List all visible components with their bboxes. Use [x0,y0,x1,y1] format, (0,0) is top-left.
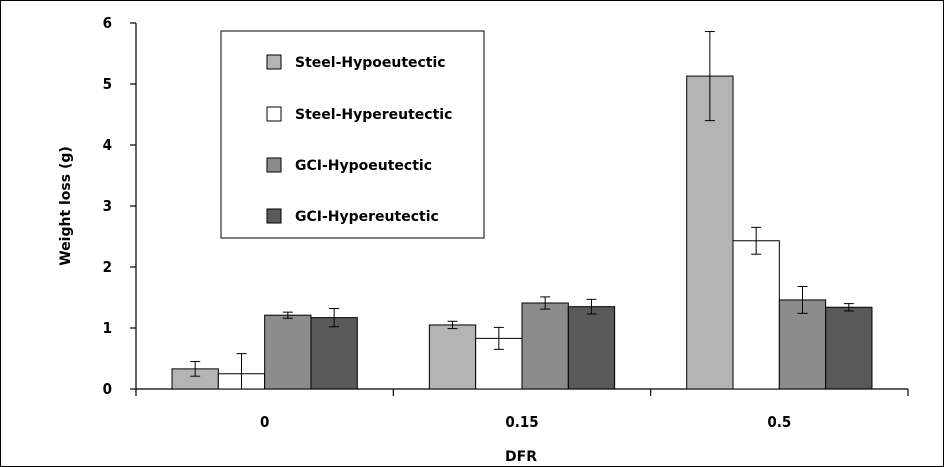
legend: Steel-Hypoeutectic Steel-Hypereutectic GCI… [220,30,485,239]
bar [825,306,873,390]
x-tick-label: 0.15 [505,413,538,431]
legend-label: Steel-Hypoeutectic [295,55,446,71]
bar [264,314,312,390]
legend-label: GCI-Hypoeutectic [295,158,432,174]
bar [567,306,616,390]
bar [778,299,827,390]
y-axis-title: Weight loss (g) [58,146,74,266]
bar [428,324,477,390]
legend-swatch [266,54,282,70]
legend-items: Steel-Hypoeutectic Steel-Hypereutectic GCI… [266,54,452,225]
x-ticks: 0 0.15 0.5 [135,389,909,431]
bars [171,75,873,390]
bar [521,302,569,390]
bar [686,75,734,390]
y-ticks: 0 1 2 3 4 5 6 [103,14,136,398]
x-axis-title: DFR [505,449,537,465]
legend-swatch [266,208,282,224]
y-tick-label: 6 [103,14,112,32]
x-tick-label: 0 [260,413,269,431]
y-tick-label: 4 [103,136,112,154]
y-tick-label: 5 [103,75,112,93]
y-tick-label: 2 [103,258,112,276]
error-bars [190,31,854,390]
y-tick-label: 0 [103,380,112,398]
bar [310,317,358,390]
bar [732,240,780,390]
y-tick-label: 1 [103,319,112,337]
y-tick-label: 3 [103,197,112,215]
legend-label: Steel-Hypereutectic [295,107,452,123]
legend-swatch [266,106,282,122]
legend-swatch [266,157,282,173]
x-tick-label: 0.5 [767,413,791,431]
legend-label: GCI-Hypereutectic [295,209,439,225]
legend-box [220,30,485,239]
